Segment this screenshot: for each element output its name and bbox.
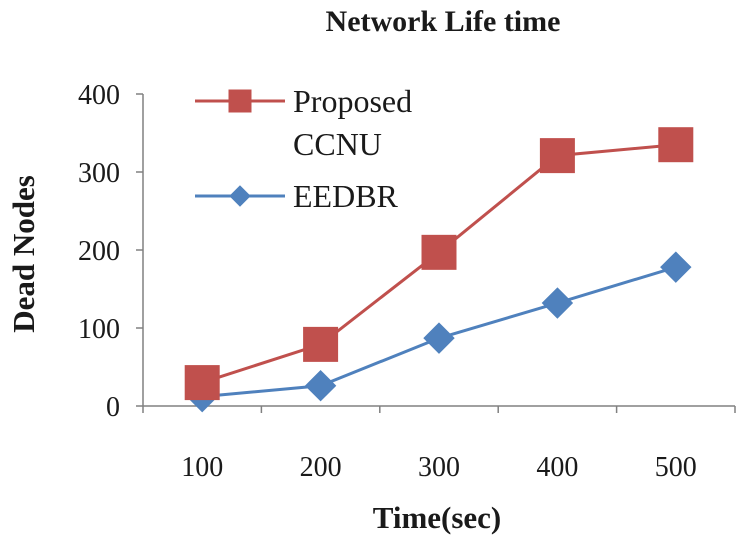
y-axis-title: Dead Nodes [6, 175, 41, 333]
legend-entry-eedbr: EEDBR [195, 178, 399, 214]
y-tick-label: 300 [78, 158, 120, 189]
series-eedbr [186, 251, 692, 413]
legend-entry-proposed-ccnu: Proposed CCNU [195, 83, 412, 162]
data-point-eedbr [541, 287, 574, 319]
x-tick-label: 400 [536, 452, 578, 483]
series-layer [184, 127, 694, 413]
data-point-proposed-ccnu [658, 127, 694, 163]
legend-label: Proposed [293, 83, 412, 119]
legend: Proposed CCNU EEDBR [195, 83, 412, 214]
y-tick-label: 200 [78, 236, 120, 267]
x-tick-label: 100 [181, 452, 223, 483]
legend-label: EEDBR [293, 178, 399, 214]
y-axis-ticks: 0 100 200 300 400 [78, 80, 143, 423]
y-tick-label: 100 [78, 314, 120, 345]
series-proposed-ccnu [184, 127, 694, 401]
x-tick-label: 500 [655, 452, 697, 483]
data-point-eedbr [660, 251, 692, 283]
x-axis-title: Time(sec) [373, 500, 502, 535]
data-point-proposed-ccnu [184, 365, 220, 401]
x-tick-label: 300 [418, 452, 460, 483]
data-point-proposed-ccnu [539, 138, 575, 174]
data-point-eedbr [304, 370, 337, 402]
data-point-eedbr [423, 322, 455, 354]
data-point-proposed-ccnu [303, 326, 339, 362]
legend-label: CCNU [293, 126, 382, 162]
y-tick-label: 400 [78, 80, 120, 111]
chart-title: Network Life time [326, 5, 561, 38]
y-tick-label: 0 [106, 392, 120, 423]
legend-marker-square [228, 89, 252, 113]
legend-marker-diamond [229, 185, 251, 207]
data-point-proposed-ccnu [421, 234, 457, 270]
x-tick-label: 200 [300, 452, 342, 483]
x-axis-ticks: 100 200 300 400 500 [142, 406, 736, 483]
